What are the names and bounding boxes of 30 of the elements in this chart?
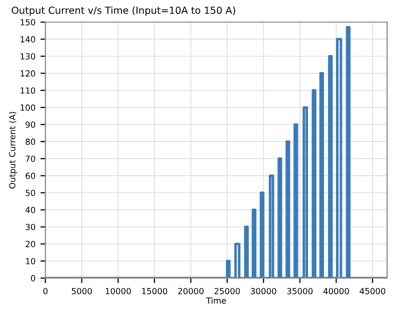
y-tick-label: 120	[20, 70, 36, 77]
y-tick-label: 130	[20, 53, 36, 60]
y-tick-label: 30	[26, 224, 36, 230]
y-tick-label: 140	[20, 36, 36, 42]
y-tick-label: 20	[26, 240, 36, 248]
y-tick-label: 0	[30, 275, 36, 282]
y-tick-label: 60	[26, 172, 36, 179]
x-tick-label: 10000	[106, 288, 131, 294]
y-tick-label: 50	[26, 190, 36, 196]
x-tick-label: 0	[43, 288, 48, 294]
x-tick-label: 15000	[142, 288, 168, 294]
y-tick-label: 80	[26, 138, 36, 145]
y-tick-label: 10	[26, 258, 36, 264]
x-tick-label: 20000	[178, 288, 204, 294]
y-tick-label: 90	[26, 121, 36, 128]
x-tick-label: 30000	[250, 288, 276, 294]
line-series	[45, 26, 388, 278]
x-tick-label: 5000	[72, 288, 92, 294]
y-tick-label: 40	[26, 206, 36, 214]
y-tick-label: 70	[26, 156, 36, 162]
x-axis-title: Time	[206, 297, 226, 304]
chart-title: Output Current v/s Time (Input=10A to 150 A)	[12, 6, 236, 16]
x-tick-label: 45000	[360, 288, 386, 294]
y-tick-label: 110	[20, 87, 36, 94]
x-tick-label: 25000	[214, 288, 240, 294]
y-tick-label: 150	[20, 19, 36, 26]
x-tick-label: 35000	[287, 288, 313, 294]
y-axis-title: Output Current (A)	[8, 112, 18, 189]
y-tick-label: 100	[20, 104, 36, 111]
x-tick-label: 40000	[323, 288, 349, 294]
